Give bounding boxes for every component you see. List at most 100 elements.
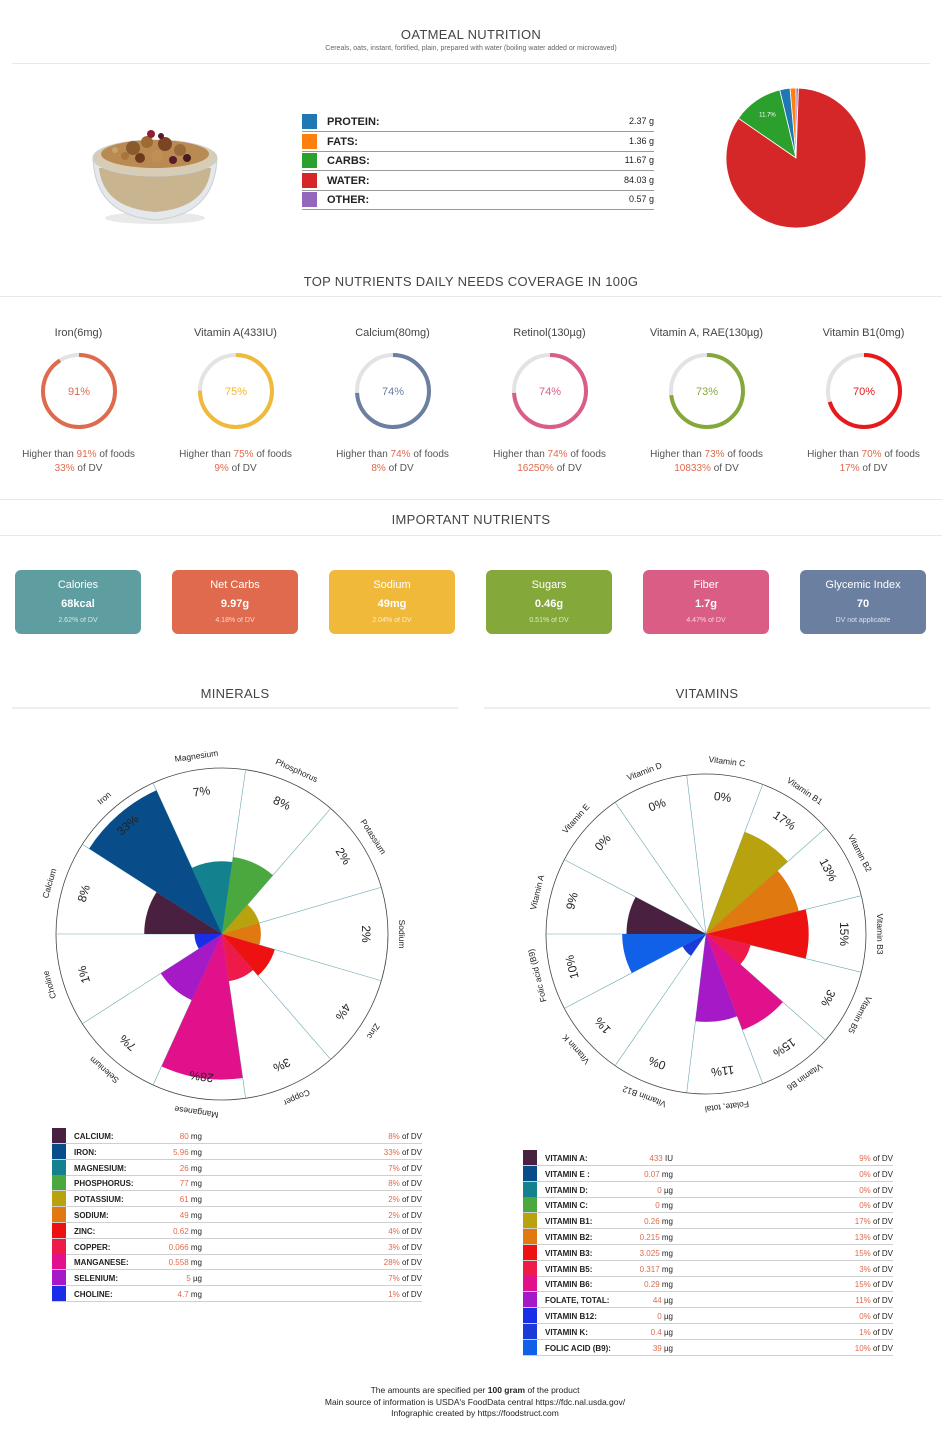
nutrient-dv: 13% of DV bbox=[855, 1233, 893, 1242]
footer-line-1-suffix: of the product bbox=[525, 1385, 580, 1395]
coverage-ring: 74% bbox=[511, 353, 588, 429]
nutrient-dv-suffix: of DV bbox=[399, 1163, 422, 1173]
polar-value-text: 3% bbox=[818, 987, 839, 1009]
nutrient-amount-value: 39 bbox=[652, 1343, 662, 1353]
macro-row: FATS: 1.36 g bbox=[302, 133, 654, 152]
nutrient-swatch bbox=[52, 1159, 66, 1175]
polar-spoke bbox=[221, 933, 331, 1060]
nutrient-dv: 15% of DV bbox=[855, 1249, 893, 1258]
polar-category-label: Zinc bbox=[364, 1022, 381, 1042]
nutrient-amount-unit: mg bbox=[188, 1258, 202, 1268]
polar-category-text: Magnesium bbox=[174, 748, 219, 764]
nutrient-swatch bbox=[52, 1175, 66, 1191]
minerals-divider bbox=[12, 707, 458, 709]
coverage-item: Retinol(130µg) 74% Higher than 74% of food… bbox=[471, 327, 628, 474]
header: OATMEAL NUTRITION Cereals, oats, instant… bbox=[0, 27, 942, 52]
polar-value-label: 8% bbox=[75, 883, 93, 904]
nutrient-dv-value: 7% bbox=[388, 1274, 400, 1284]
polar-category-text: Selenium bbox=[87, 1055, 120, 1086]
nutrient-dv-value: 2% bbox=[388, 1195, 400, 1205]
nutrient-amount-unit: mg bbox=[188, 1195, 202, 1205]
macro-swatch bbox=[302, 192, 317, 207]
nutrient-swatch bbox=[52, 1143, 66, 1159]
macro-row: OTHER: 0.57 g bbox=[302, 191, 654, 210]
vitamins-title: VITAMINS bbox=[675, 686, 739, 701]
nutrient-amount-unit: mg bbox=[659, 1233, 673, 1242]
polar-value-text: 0% bbox=[592, 831, 614, 854]
nutrient-amount-unit: mg bbox=[659, 1217, 673, 1227]
nutrient-row: FOLIC ACID (B9): 39 µg 10% of DV bbox=[523, 1339, 893, 1356]
nutrient-dv-suffix: of DV bbox=[870, 1154, 893, 1163]
polar-value-text: 8% bbox=[271, 793, 293, 813]
coverage-dv: 9% of DV bbox=[157, 463, 314, 474]
polar-category-label: Iron bbox=[95, 789, 113, 806]
polar-wedge-folic-acid-b9- bbox=[622, 934, 706, 973]
nutrient-swatch bbox=[52, 1286, 66, 1301]
nutrient-swatch bbox=[523, 1292, 537, 1308]
nutrient-dv-value: 1% bbox=[388, 1290, 400, 1299]
nutrient-dv-suffix: of DV bbox=[399, 1274, 422, 1284]
coverage-bottom-divider bbox=[0, 499, 942, 500]
polar-value-label: 0% bbox=[713, 789, 732, 805]
nutrient-amount-unit: mg bbox=[188, 1242, 202, 1252]
nutrient-name: VITAMIN K: bbox=[545, 1327, 588, 1337]
nutrient-dv: 0% of DV bbox=[859, 1201, 893, 1210]
coverage-nutrient-name: Iron(6mg) bbox=[54, 327, 103, 339]
coverage-higher-prefix: Higher than bbox=[650, 449, 705, 460]
card-value: 70 bbox=[856, 598, 870, 610]
ring-fill bbox=[511, 353, 588, 429]
nutrient-name: FOLIC ACID (B9): bbox=[545, 1343, 611, 1353]
nutrient-amount-value: 26 bbox=[179, 1163, 189, 1173]
polar-value-label: 3% bbox=[818, 987, 839, 1009]
coverage-dv: 10833% of DV bbox=[628, 463, 785, 474]
nutrient-dv: 0% of DV bbox=[859, 1312, 893, 1321]
ring-fill bbox=[668, 353, 745, 429]
coverage-nutrient-name: Vitamin B1(0mg) bbox=[822, 327, 905, 339]
nutrient-row: VITAMIN B5: 0.317 mg 3% of DV bbox=[523, 1260, 893, 1277]
coverage-higher-suffix: of foods bbox=[881, 449, 920, 460]
nutrient-name: ZINC: bbox=[74, 1226, 96, 1236]
nutrient-swatch bbox=[523, 1339, 537, 1355]
nutrient-amount: 5 µg bbox=[186, 1274, 202, 1283]
polar-wedge-zinc bbox=[222, 934, 275, 976]
coverage-higher-prefix: Higher than bbox=[807, 449, 862, 460]
polar-category-label: Vitamin K bbox=[560, 1032, 592, 1066]
polar-wedge-copper bbox=[222, 934, 254, 982]
polar-wedge-vitamin-a bbox=[626, 897, 706, 934]
nutrient-card: Fiber 1.7g 4.47% of DV bbox=[643, 570, 769, 634]
nutrient-amount-unit: µg bbox=[190, 1274, 202, 1284]
polar-value-text: 2% bbox=[333, 845, 354, 867]
nutrient-name: VITAMIN B2: bbox=[545, 1233, 593, 1242]
nutrient-amount: 0 µg bbox=[657, 1312, 673, 1321]
nutrient-amount: 44 µg bbox=[653, 1296, 673, 1305]
polar-wedge-selenium bbox=[160, 934, 222, 1001]
card-value: 1.7g bbox=[694, 598, 717, 610]
nutrient-amount-unit: mg bbox=[188, 1226, 202, 1236]
polar-category-text: Vitamin B6 bbox=[785, 1061, 825, 1093]
nutrient-amount: 0 mg bbox=[655, 1201, 673, 1210]
nutrient-row: SODIUM: 49 mg 2% of DV bbox=[52, 1207, 422, 1223]
important-title: IMPORTANT NUTRIENTS bbox=[391, 512, 551, 527]
polar-category-text: Calcium bbox=[40, 867, 58, 899]
nutrient-amount-unit: mg bbox=[659, 1169, 673, 1179]
polar-wedge-manganese bbox=[161, 934, 243, 1080]
nutrient-dv-value: 0% bbox=[859, 1312, 871, 1321]
polar-spoke bbox=[221, 933, 246, 1099]
nutrient-amount-value: 0.215 bbox=[639, 1233, 660, 1242]
nutrient-row: CALCIUM: 80 mg 8% of DV bbox=[52, 1128, 422, 1144]
nutrient-dv-value: 4% bbox=[388, 1226, 400, 1236]
nutrient-swatch bbox=[523, 1244, 537, 1260]
nutrient-swatch bbox=[523, 1308, 537, 1323]
coverage-nutrient-name: Vitamin A, RAE(130µg) bbox=[649, 327, 764, 339]
nutrient-amount-value: 49 bbox=[179, 1211, 189, 1220]
coverage-nutrient-name: Vitamin A(433IU) bbox=[194, 327, 277, 339]
nutrient-dv-suffix: of DV bbox=[870, 1280, 893, 1290]
nutrient-swatch bbox=[523, 1323, 537, 1339]
coverage-ring: 75% bbox=[197, 353, 274, 429]
nutrient-dv-suffix: of DV bbox=[399, 1132, 422, 1141]
polar-wedge-calcium bbox=[144, 891, 222, 934]
polar-value-text: 17% bbox=[771, 808, 799, 833]
nutrient-name: MAGNESIUM: bbox=[74, 1163, 127, 1173]
nutrient-swatch bbox=[52, 1191, 66, 1207]
nutrient-name: VITAMIN B6: bbox=[545, 1280, 593, 1290]
